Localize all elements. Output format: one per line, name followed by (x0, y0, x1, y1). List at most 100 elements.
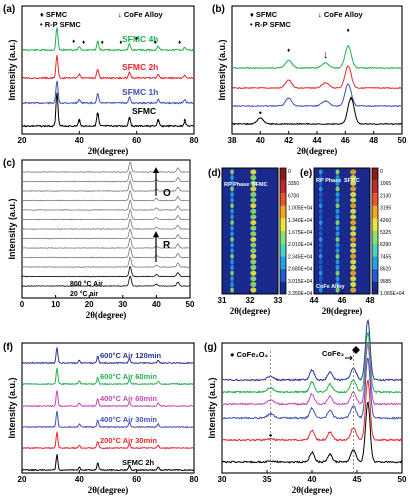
heat-spot (335, 253, 340, 259)
heat-spot (318, 270, 323, 276)
panel-b-ylabel: Intensity (a.u.) (217, 39, 227, 100)
series-line (21, 454, 195, 472)
heat-spot (250, 253, 257, 259)
heat-spot (318, 203, 323, 209)
panel-f-frame (21, 342, 195, 474)
colorbar-label: 3.015E+04 (288, 279, 313, 285)
colorbar-label: 1.675E+04 (288, 230, 313, 236)
colorbar-cell (372, 205, 378, 219)
panel-e-x-tick-label: 46 (338, 296, 347, 305)
heat-annotation: RP Phase (224, 182, 249, 188)
colorbar-label: 4260 (380, 218, 391, 224)
series-label: 600°C Air 120min (100, 351, 162, 360)
panel-c-x-tick-label: 20 (85, 300, 94, 309)
heat-spot (250, 203, 257, 209)
series-line (21, 209, 191, 221)
panel-f-x-tick-label: 20 (18, 475, 27, 484)
panel-c-x-tick-label: 0 (20, 300, 25, 309)
heat-spot (350, 208, 357, 214)
peak-marker: ♦ (135, 36, 138, 42)
heat-spot (335, 236, 340, 243)
colorbar-label: 8520 (380, 267, 391, 273)
series-line (21, 92, 195, 128)
heat-spot (335, 203, 340, 209)
legend-entry: • R-P SFMC (40, 20, 81, 29)
heat-spot (335, 270, 340, 276)
series-line (21, 80, 195, 105)
panel-b-x-tick-label: 48 (369, 136, 378, 145)
heat-spot (230, 236, 234, 243)
colorbar-cell (372, 256, 378, 269)
legend-entry: ↓ CoFe Alloy (318, 10, 364, 19)
panel-e-x-tick-label: 44 (310, 296, 319, 305)
heat-spot (250, 248, 257, 254)
panel-b-x-tick-label: 40 (256, 136, 265, 145)
heat-spot (335, 214, 340, 220)
heat-spot (318, 281, 323, 287)
panel-b-label: (b) (212, 4, 225, 15)
panel-e-colorbar-frame (371, 167, 379, 295)
heat-spot (230, 259, 234, 265)
colorbar-label: 6390 (380, 242, 391, 248)
peak-marker: ♦ (178, 40, 181, 46)
arrow-o-head (153, 167, 159, 173)
panel-c-label: (c) (3, 158, 15, 169)
heat-spot (318, 248, 323, 254)
colorbar-label: 0 (288, 169, 291, 175)
colorbar-label: 2.680E+04 (288, 267, 313, 273)
series-line (21, 180, 190, 192)
colorbar-label: 1065 (380, 181, 391, 187)
panel-f-x-tick-label: 40 (75, 475, 84, 484)
heat-spot (230, 287, 234, 293)
series-line (21, 27, 195, 52)
heat-spot (335, 281, 340, 287)
heat-spot (230, 203, 234, 209)
panel-d-x-tick-label: 33 (274, 296, 283, 305)
heat-spot (250, 264, 257, 271)
heat-spot (318, 231, 323, 237)
heat-spot (230, 270, 234, 276)
colorbar-label: 0 (380, 169, 383, 175)
colorbar-cell (280, 218, 286, 231)
colorbar-cell (280, 281, 286, 294)
heat-spot (318, 242, 323, 248)
series-label: 400°C Air 30min (100, 415, 157, 424)
heat-spot (350, 197, 357, 203)
heat-spot (318, 259, 323, 265)
heat-spot (335, 259, 340, 265)
panel-b-x-tick-label: 50 (398, 136, 407, 145)
colorbar-cell (280, 231, 286, 244)
colorbar-label: 2130 (380, 193, 391, 199)
colorbar-cell (280, 168, 286, 181)
heat-annotation: SFMC (344, 178, 360, 184)
series-line (221, 401, 403, 464)
heat-spot (250, 281, 257, 287)
colorbar-label: 1.065E+04 (380, 291, 405, 297)
heat-spot (350, 281, 357, 287)
arrow-icon (345, 355, 353, 361)
series-line (21, 390, 195, 408)
panel-f-label: (f) (3, 342, 13, 353)
peak-marker: ♦ (72, 39, 75, 45)
panel-g-x-tick-label: 35 (263, 475, 272, 484)
heat-spot (250, 180, 257, 186)
series-line (21, 256, 191, 268)
series-line (21, 228, 191, 240)
heat-spot (350, 203, 357, 209)
heat-spot (230, 231, 234, 237)
heat-spot (250, 276, 257, 282)
panel-d-x-tick-label: 32 (246, 296, 255, 305)
heat-spot (318, 197, 323, 203)
heat-spot (335, 225, 340, 231)
panel-b-x-tick-label: 42 (284, 136, 293, 145)
peak-marker: ♦ (154, 40, 157, 46)
heat-spot (318, 214, 323, 220)
panel-a-x-tick-label: 40 (75, 136, 84, 145)
heat-spot (350, 225, 357, 231)
series-line (22, 218, 191, 230)
heat-spot (318, 175, 323, 181)
colorbar-cell (372, 168, 378, 181)
heat-spot (230, 253, 234, 259)
rp-marker: • (259, 108, 262, 118)
